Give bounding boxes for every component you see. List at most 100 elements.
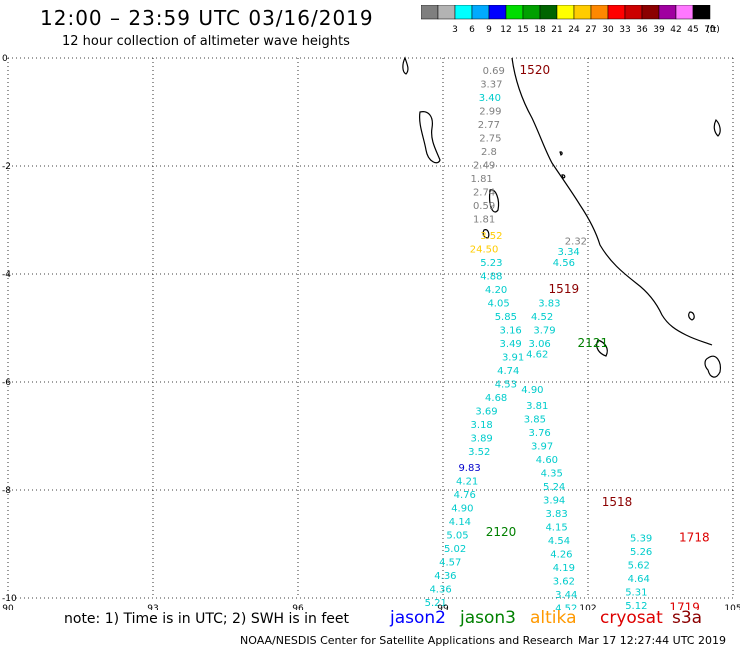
track-1518: 4.154.544.264.193.623.444.524.664.101518: [545, 495, 632, 610]
coastline: [402, 56, 721, 378]
longitude-tick-label: 105: [724, 604, 740, 610]
wave-height-value: 3.94: [543, 496, 565, 507]
wave-height-value: 4.26: [550, 550, 572, 561]
satellite-name-jason3: jason3: [460, 608, 516, 628]
legend-tick-label: 70: [704, 25, 716, 35]
wave-height-value: 3.52: [468, 447, 490, 458]
wave-height-value: 4.90: [521, 385, 543, 396]
wave-height-value: 3.37: [480, 80, 502, 91]
track-id-label: 2120: [486, 525, 517, 539]
wave-height-value: 4.14: [449, 517, 471, 528]
wave-height-value: 5.24: [543, 482, 565, 493]
wave-height-value: 4.20: [485, 285, 507, 296]
legend-tick-label: 45: [687, 25, 698, 35]
wave-height-value: 3.83: [545, 509, 567, 520]
wave-height-value: 5.23: [480, 258, 502, 269]
latitude-tick-label: -10: [2, 594, 17, 604]
wave-height-value: 4.57: [439, 558, 461, 569]
legend-tick-label: 12: [500, 25, 511, 35]
legend-tick-label: 6: [469, 25, 475, 35]
legend-tick-label: 3: [452, 25, 458, 35]
coastline-segment: [489, 189, 500, 213]
coastline-segment: [713, 118, 721, 137]
wave-height-value: 1.81: [473, 215, 495, 226]
lat-lon-grid: [7, 57, 734, 599]
footnote: note: 1) Time is in UTC; 2) SWH is in fe…: [64, 611, 350, 627]
longitude-tick-label: 99: [437, 604, 449, 610]
agency-credit: NOAA/NESDIS Center for Satellite Applica…: [240, 634, 574, 647]
legend-tick-label: 21: [551, 25, 562, 35]
legend-tick-label: 36: [636, 25, 648, 35]
track-id-label: 1718: [679, 530, 710, 544]
satellite-name-altika: altika: [530, 608, 577, 628]
track-id-label: 2121: [578, 336, 609, 350]
wave-height-value: 0.59: [473, 201, 495, 212]
wave-height-value: 4.53: [495, 379, 517, 390]
coastline-segment: [704, 355, 721, 378]
wave-height-value: 0.69: [483, 66, 505, 77]
wave-height-value: 4.60: [536, 455, 558, 466]
wave-height-value: 3.44: [555, 590, 577, 601]
coastline-segment: [482, 229, 490, 239]
wave-height-value: 2.32: [565, 236, 587, 247]
wave-height-value: 4.62: [526, 350, 548, 361]
wave-height-value: 3.85: [524, 415, 546, 426]
wave-height-value: 4.74: [497, 366, 519, 377]
wave-height-value: 5.02: [444, 544, 466, 555]
wave-height-value: 3.76: [529, 428, 551, 439]
legend-swatch: [692, 5, 711, 20]
wave-height-value: 3.62: [553, 577, 575, 588]
track-1718: 5.395.265.624.645.315.124.944.994.721718: [625, 530, 710, 610]
coastline-segment: [561, 174, 566, 179]
latitude-tick-label: -4: [2, 270, 11, 280]
wave-height-value: 3.34: [558, 247, 580, 258]
wave-height-value: 4.56: [553, 258, 575, 269]
axis-tick-labels: 90 93 96 99 102 105 0 -2 -4 -6 -8 -10: [2, 54, 740, 610]
wave-height-value: 4.36: [434, 571, 456, 582]
wave-height-value: 3.49: [500, 339, 522, 350]
wave-height-value: 4.05: [487, 298, 509, 309]
wave-height-value: 4.52: [531, 312, 553, 323]
map-subtitle: 12 hour collection of altimeter wave hei…: [62, 34, 350, 49]
generation-timestamp: Mar 17 12:27:44 UTC 2019: [578, 634, 726, 647]
coastline-segment: [419, 111, 441, 164]
track-id-label: 1519: [549, 282, 580, 296]
wave-height-value: 4.21: [456, 477, 478, 488]
wave-height-value: 3.83: [538, 298, 560, 309]
wave-height-map: 0.69 3.37 3.40 2.99 2.77 2.75 2.8 2.49 1.81 2.74 0…: [2, 54, 740, 610]
satellite-name-cryosat: cryosat: [600, 608, 663, 628]
wave-height-value: 4.54: [548, 536, 570, 547]
latitude-tick-label: -6: [2, 378, 11, 388]
legend-tick-label: 15: [517, 25, 528, 35]
wave-height-value: 1.81: [471, 174, 493, 185]
wave-height-value: 9.83: [458, 463, 480, 474]
wave-height-value: 4.36: [429, 585, 451, 596]
latitude-tick-label: -2: [2, 162, 11, 172]
coastline-segment: [688, 311, 695, 321]
wave-height-value: 4.15: [545, 523, 567, 534]
wave-height-value: 3.52: [480, 231, 502, 242]
satellite-name-s3a: s3a: [672, 608, 703, 628]
longitude-tick-label: 96: [292, 604, 304, 610]
legend-tick-label: 18: [534, 25, 546, 35]
wave-height-value: 2.77: [478, 120, 500, 131]
wave-height-value: 4.52: [555, 604, 577, 611]
coastline-segment: [559, 151, 563, 156]
wave-height-value: 5.26: [630, 547, 652, 558]
wave-height-value: 5.39: [630, 533, 652, 544]
wave-height-value: 3.79: [533, 325, 555, 336]
wave-height-value: 2.49: [473, 161, 495, 172]
wave-height-value: 3.91: [502, 352, 524, 363]
wave-height-value: 4.64: [628, 574, 650, 585]
wave-height-value: 3.06: [529, 339, 551, 350]
longitude-tick-label: 93: [147, 604, 158, 610]
wave-height-value: 3.18: [471, 420, 493, 431]
wave-height-value: 3.40: [479, 93, 501, 104]
coastline-segment: [511, 57, 713, 346]
wave-height-value: 4.19: [553, 563, 575, 574]
wave-height-value: 5.21: [425, 598, 447, 609]
legend-tick-label: 27: [585, 25, 596, 35]
wave-height-value: 4.88: [480, 271, 502, 282]
legend-tick-label: 33: [619, 25, 630, 35]
legend-unit: (ft): [706, 25, 720, 35]
